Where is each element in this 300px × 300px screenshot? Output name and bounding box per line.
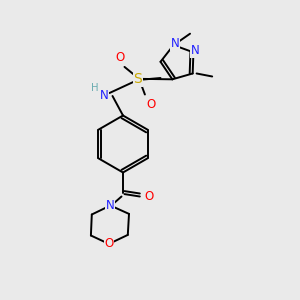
Text: H: H xyxy=(91,83,99,94)
Text: N: N xyxy=(100,88,109,102)
Text: S: S xyxy=(134,73,142,86)
Text: O: O xyxy=(104,237,113,250)
Text: O: O xyxy=(116,51,124,64)
Text: N: N xyxy=(106,199,115,212)
Text: N: N xyxy=(190,44,199,57)
Text: O: O xyxy=(146,98,155,111)
Text: O: O xyxy=(144,190,153,203)
Text: N: N xyxy=(171,37,179,50)
